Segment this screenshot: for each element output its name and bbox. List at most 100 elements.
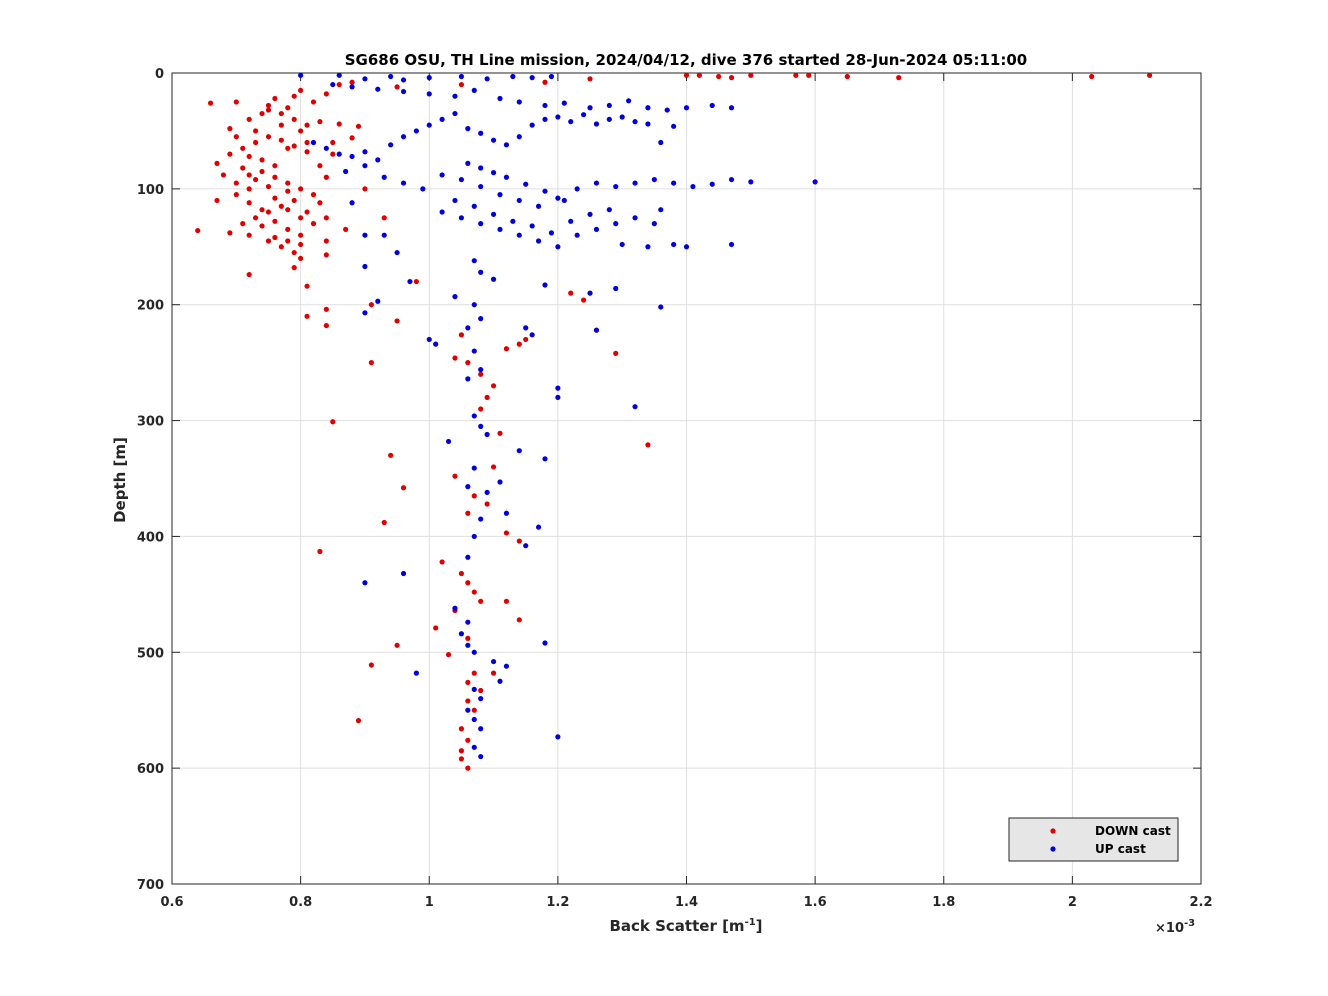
data-point [568,218,574,224]
data-point [388,452,394,458]
data-point [465,325,471,331]
data-point [645,244,651,250]
data-point [626,98,632,104]
data-point [323,252,329,258]
data-point [272,163,278,169]
data-point [671,241,677,248]
data-point [220,172,227,178]
data-point [484,394,490,400]
data-point [272,218,278,224]
data-point [433,625,439,631]
data-point [587,76,593,82]
data-point [400,77,407,83]
data-point [503,510,510,516]
data-point [478,696,484,702]
data-point [658,139,664,146]
data-point [265,102,272,109]
data-point [317,163,323,169]
data-point [465,679,471,686]
legend-label-up-cast: UP cast [1095,842,1146,856]
data-point [291,116,297,122]
data-point [304,122,310,128]
data-point [433,341,439,347]
data-point [400,134,407,140]
data-point [613,221,619,227]
data-point [484,501,490,507]
data-point [497,678,503,684]
data-point [645,105,651,111]
data-point [323,174,329,180]
data-point [593,226,600,233]
data-point [606,207,612,213]
data-point [452,355,458,361]
data-point [240,145,246,151]
data-point [278,203,284,209]
x-tick-label: 1 [425,895,434,910]
data-point [362,186,368,192]
x-axis-label: Back Scatter [m-1] [609,917,762,935]
data-point [452,197,458,204]
data-point [323,322,329,329]
data-point [606,116,612,122]
data-point [400,88,407,95]
x-axis-label-superscript: -1 [745,917,756,928]
data-point [458,73,465,80]
data-point [516,448,522,454]
data-point [728,241,735,248]
data-point [388,142,394,148]
data-point [535,238,542,244]
data-point [471,533,477,540]
data-point [478,753,484,760]
data-point [465,484,471,490]
data-point [529,223,535,229]
data-point [285,105,291,111]
data-point [426,336,432,343]
data-point [490,383,497,389]
data-point [291,93,297,99]
data-point [664,107,670,113]
data-point [298,255,304,261]
data-point [516,617,522,623]
data-point [368,302,374,308]
data-point [555,244,561,250]
data-point [574,232,580,238]
data-point [278,110,284,117]
data-point [298,215,304,221]
data-point [632,215,638,221]
data-point [452,605,458,611]
data-point [478,130,484,136]
data-point [452,294,458,300]
y-axis-label: Depth [m] [111,437,129,523]
data-point [516,99,522,105]
data-point [465,765,471,771]
data-point [581,112,587,118]
data-point [439,559,445,565]
data-point [497,479,503,485]
data-point [593,121,600,127]
data-point [458,332,465,338]
data-point [484,431,490,438]
data-point [523,543,529,549]
data-point [593,327,600,333]
legend-box [1008,817,1179,862]
data-point [394,642,400,648]
data-point [529,75,535,81]
data-point [278,122,284,128]
data-point [478,598,484,604]
data-point [388,73,394,80]
data-point [214,160,220,166]
data-point [542,456,548,462]
data-point [272,95,278,102]
data-point [458,756,465,762]
data-point [812,179,818,185]
data-point [336,72,342,78]
x-tick-label: 2.2 [1189,895,1212,910]
data-point [516,341,522,347]
data-point [323,306,329,312]
data-point [240,221,246,227]
data-point [317,119,323,125]
data-point [709,102,715,109]
data-point [439,172,445,178]
data-point [645,442,651,448]
